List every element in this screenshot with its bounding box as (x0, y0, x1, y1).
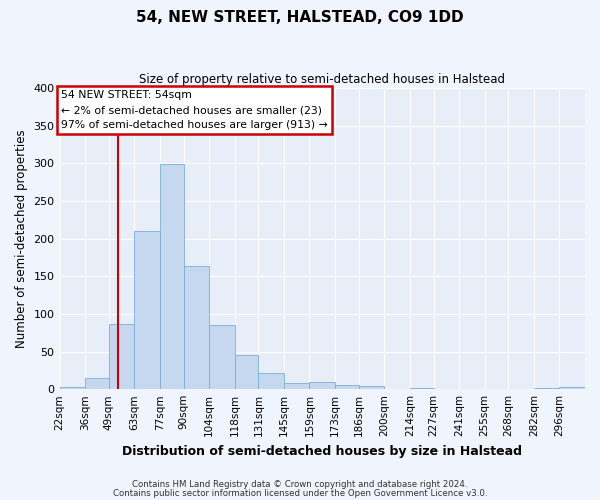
Bar (310, 382, 335, 389)
Bar (209, 325, 235, 389)
X-axis label: Distribution of semi-detached houses by size in Halstead: Distribution of semi-detached houses by … (122, 444, 522, 458)
Bar (85, 378, 109, 389)
Text: Contains HM Land Registry data © Crown copyright and database right 2024.: Contains HM Land Registry data © Crown c… (132, 480, 468, 489)
Text: 54 NEW STREET: 54sqm
← 2% of semi-detached houses are smaller (23)
97% of semi-d: 54 NEW STREET: 54sqm ← 2% of semi-detach… (61, 90, 328, 130)
Bar (59, 387, 85, 389)
Bar (359, 386, 385, 389)
Text: 54, NEW STREET, HALSTEAD, CO9 1DD: 54, NEW STREET, HALSTEAD, CO9 1DD (136, 10, 464, 25)
Bar (109, 324, 134, 389)
Bar (259, 372, 284, 389)
Bar (410, 388, 434, 389)
Bar (534, 388, 559, 389)
Bar (134, 231, 160, 389)
Bar (160, 164, 184, 389)
Title: Size of property relative to semi-detached houses in Halstead: Size of property relative to semi-detach… (139, 72, 505, 86)
Bar (184, 266, 209, 389)
Bar (284, 383, 310, 389)
Bar (235, 356, 259, 389)
Text: Contains public sector information licensed under the Open Government Licence v3: Contains public sector information licen… (113, 488, 487, 498)
Y-axis label: Number of semi-detached properties: Number of semi-detached properties (15, 130, 28, 348)
Bar (335, 386, 359, 389)
Bar (559, 387, 585, 389)
